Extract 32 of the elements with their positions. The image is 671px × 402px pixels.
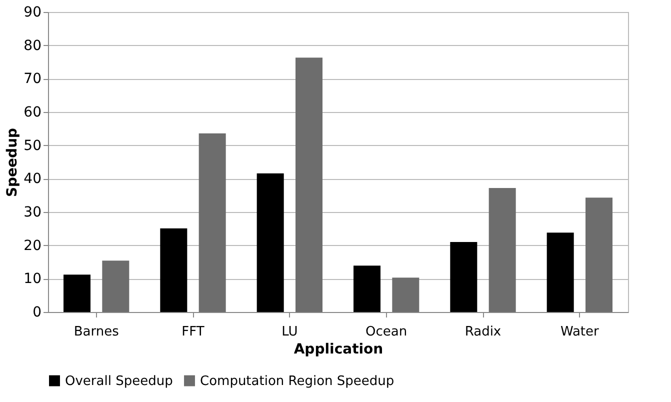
bar — [160, 228, 188, 312]
y-tick-label: 90 — [24, 4, 42, 20]
legend-label: Computation Region Speedup — [200, 374, 394, 389]
x-tick-label: Ocean — [366, 324, 408, 340]
x-tick-label: Water — [560, 324, 600, 340]
y-axis-title: Speedup — [4, 128, 21, 198]
bar — [586, 198, 612, 312]
y-tick-label: 60 — [24, 104, 42, 120]
y-tick-label: 10 — [24, 271, 42, 288]
x-tick-label: Radix — [464, 324, 502, 340]
bar — [102, 260, 130, 312]
bar — [488, 188, 516, 312]
y-tick-label: 20 — [24, 238, 42, 254]
x-tick-label: LU — [282, 324, 298, 340]
y-tick-label: 70 — [24, 71, 42, 88]
bar — [546, 232, 574, 312]
bar — [392, 278, 420, 312]
legend-label: Overall Speedup — [65, 374, 173, 389]
bar — [296, 58, 322, 312]
bar — [198, 133, 226, 312]
bar — [256, 173, 284, 312]
x-axis-title: Application — [294, 342, 384, 358]
y-tick-label: 50 — [24, 138, 42, 154]
bar — [354, 266, 380, 312]
y-tick-label: 80 — [24, 38, 42, 54]
y-tick-label: 0 — [32, 304, 42, 320]
x-tick-label: Barnes — [74, 324, 120, 340]
bar — [450, 242, 478, 312]
y-tick-label: 40 — [24, 171, 42, 188]
x-tick-label: FFT — [182, 324, 204, 340]
y-tick-label: 30 — [24, 204, 42, 220]
bar — [64, 274, 90, 312]
